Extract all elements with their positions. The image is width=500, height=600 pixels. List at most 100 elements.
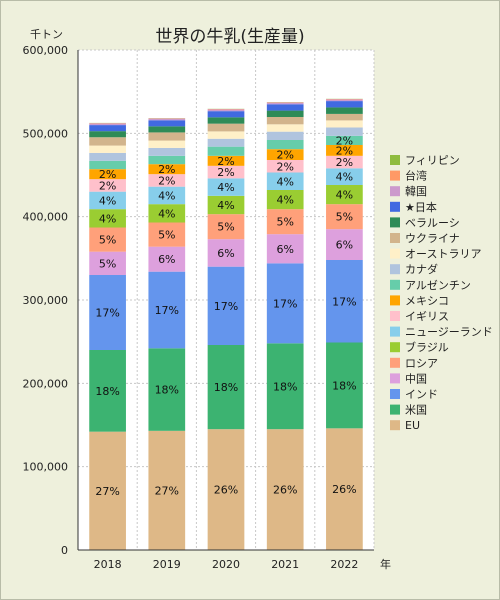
data-label: 18% (95, 385, 119, 398)
data-label: 4% (217, 199, 234, 212)
bar-segment (148, 164, 186, 175)
data-label: 5% (158, 229, 175, 242)
data-label: 2% (99, 179, 116, 192)
data-label: 5% (276, 216, 293, 229)
data-label: 17% (332, 295, 356, 308)
y-tick-label: 0 (61, 544, 68, 557)
bar-segment (326, 204, 363, 230)
legend-swatch (390, 389, 400, 399)
bar-segment (89, 137, 126, 146)
chart-title: 世界の牛乳(生産量) (155, 27, 305, 47)
x-axis-suffix: 年 (380, 557, 391, 571)
legend-swatch (390, 404, 400, 415)
y-tick-label: 200,000 (23, 377, 69, 390)
legend-label: メキシコ (405, 294, 449, 307)
bar-segment (148, 186, 186, 205)
data-label: 6% (276, 243, 293, 256)
bar-segment (266, 172, 304, 190)
data-label: 4% (158, 207, 175, 220)
data-label: 5% (336, 211, 353, 224)
data-label: 18% (273, 380, 297, 393)
x-tick-label: 2020 (212, 558, 240, 571)
bar-segment (266, 104, 304, 111)
data-label: 18% (332, 379, 356, 392)
bar-segment (89, 125, 126, 132)
data-label: 6% (336, 239, 353, 252)
axes: 0 100,000 200,000 300,000 400,000 500,000 600,… (23, 44, 392, 571)
bar-segment (266, 160, 304, 173)
legend-swatch (390, 279, 400, 290)
data-label: 2% (217, 166, 234, 179)
data-label: 26% (273, 484, 297, 497)
bar-segment (89, 169, 126, 180)
bar-segment (266, 234, 304, 264)
bar-segment (266, 263, 304, 344)
legend-label: カナダ (405, 262, 438, 276)
data-label: 4% (217, 181, 234, 194)
bar-segment (89, 209, 126, 228)
legend-swatch (390, 248, 400, 259)
legend-swatch (390, 155, 400, 165)
legend-swatch (390, 420, 400, 431)
legend-label: ブラジル (405, 340, 449, 354)
legend-swatch (390, 233, 400, 243)
data-label: 2% (99, 168, 116, 181)
bar-segment (89, 131, 126, 138)
data-label: 4% (99, 212, 116, 225)
y-tick-label: 600,000 (23, 44, 69, 57)
data-label: 2% (217, 155, 234, 168)
bar-segment (207, 109, 245, 112)
data-label: 4% (158, 189, 175, 202)
legend-label: 台湾 (405, 169, 427, 183)
legend-label: 韓国 (405, 185, 427, 198)
legend-label: ウクライナ (405, 232, 460, 245)
bar-segment (266, 124, 304, 132)
bar-segment (326, 155, 363, 169)
legend-swatch (390, 186, 400, 197)
bar-segment (207, 195, 245, 215)
bar-segment (89, 191, 126, 210)
legend-swatch (390, 170, 400, 181)
x-tick-label: 2019 (153, 558, 181, 571)
data-label: 27% (155, 484, 179, 497)
bar-segment (207, 178, 245, 196)
bar-segment (89, 123, 126, 126)
bar-segment (148, 246, 186, 272)
data-label: 4% (276, 194, 293, 207)
data-label: 6% (158, 253, 175, 266)
x-tick-label: 2021 (271, 558, 299, 571)
bar-segment (266, 102, 304, 105)
data-label: 4% (276, 175, 293, 188)
bar-segment (326, 99, 363, 102)
legend-label: 中国 (405, 372, 427, 385)
data-label: 2% (276, 149, 293, 162)
bar-segment (148, 155, 186, 165)
data-label: 17% (155, 304, 179, 317)
legend-label: ロシア (405, 357, 438, 370)
bar-segment (266, 110, 304, 117)
legend-label: インド (405, 388, 438, 401)
data-label: 5% (99, 234, 116, 247)
bar-segment (326, 342, 363, 429)
data-label: 27% (95, 485, 119, 498)
legend-swatch (390, 295, 400, 306)
bar-segment (207, 165, 245, 179)
y-tick-label: 500,000 (23, 127, 69, 140)
bar-segment (266, 429, 304, 550)
data-label: 2% (336, 144, 353, 157)
bar-segment (148, 120, 186, 127)
bar-segment (266, 117, 304, 125)
bar-segment (89, 350, 126, 432)
bar-segment (326, 127, 363, 136)
bar-segment (148, 140, 186, 148)
bar-segment (326, 145, 363, 156)
bar-segment (326, 101, 363, 108)
data-label: 17% (95, 307, 119, 320)
y-tick-label: 400,000 (23, 211, 69, 224)
data-label: 26% (214, 484, 238, 497)
bar-segment (89, 275, 126, 350)
bar-segment (266, 190, 304, 210)
legend-swatch (390, 326, 400, 337)
bar-segment (266, 149, 304, 160)
